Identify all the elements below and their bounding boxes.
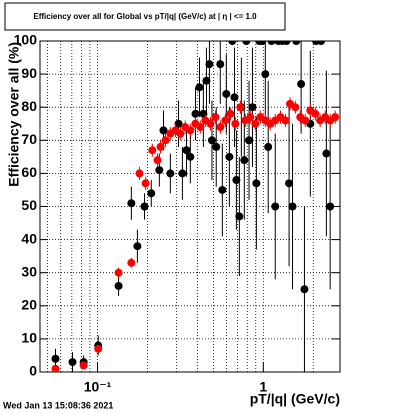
data-point xyxy=(230,93,239,102)
data-point xyxy=(135,169,144,178)
data-point xyxy=(174,119,183,128)
data-point xyxy=(216,60,225,69)
data-point xyxy=(140,202,149,211)
data-point xyxy=(148,146,157,155)
data-point xyxy=(206,119,215,128)
chart-title: Efficiency over all for Global vs pT/|q|… xyxy=(33,12,257,21)
data-point xyxy=(147,189,156,198)
y-tick-label: 100 xyxy=(14,32,38,48)
data-point xyxy=(68,358,77,367)
data-point xyxy=(141,179,150,188)
data-point xyxy=(301,116,310,125)
data-point xyxy=(264,142,273,151)
data-point xyxy=(222,89,231,98)
title-box xyxy=(4,2,286,31)
y-tick-label: 90 xyxy=(21,65,37,81)
data-point xyxy=(196,123,205,132)
data-point xyxy=(127,199,136,208)
y-tick-label: 50 xyxy=(21,197,37,213)
data-point xyxy=(51,354,60,363)
data-point xyxy=(236,103,245,112)
data-point xyxy=(79,361,88,370)
data-point xyxy=(291,103,300,112)
data-point xyxy=(235,212,244,221)
data-point xyxy=(228,41,237,45)
y-tick-label: 70 xyxy=(21,131,37,147)
data-point xyxy=(281,116,290,125)
data-point xyxy=(153,156,162,165)
data-point xyxy=(207,136,216,145)
data-point xyxy=(114,281,123,290)
data-point xyxy=(216,123,225,132)
data-point xyxy=(51,364,60,372)
data-point xyxy=(248,103,257,112)
data-point xyxy=(205,60,214,69)
data-point xyxy=(240,156,249,165)
data-point xyxy=(326,202,335,211)
data-point xyxy=(261,70,270,79)
x-axis-title: pT/|q| (GeV/c) xyxy=(250,391,340,407)
data-layer xyxy=(51,41,340,372)
data-point xyxy=(212,142,221,151)
data-point xyxy=(288,202,297,211)
data-point xyxy=(218,185,227,194)
data-point xyxy=(225,152,234,161)
data-point xyxy=(300,285,309,294)
data-point xyxy=(191,109,200,118)
data-point xyxy=(252,179,261,188)
data-point xyxy=(331,113,340,122)
y-tick-label: 40 xyxy=(21,230,37,246)
data-point xyxy=(322,149,331,158)
data-point xyxy=(182,146,191,155)
y-tick-label: 60 xyxy=(21,164,37,180)
y-tick-label: 80 xyxy=(21,98,37,114)
y-tick-label: 10 xyxy=(21,330,37,346)
data-point xyxy=(226,109,235,118)
data-point xyxy=(271,202,280,211)
data-point xyxy=(317,41,326,45)
data-point xyxy=(211,113,220,122)
data-point xyxy=(258,41,267,45)
data-point xyxy=(232,176,241,185)
data-point xyxy=(94,344,103,353)
data-point xyxy=(156,142,165,151)
data-point xyxy=(155,166,164,175)
y-tick-label: 30 xyxy=(21,263,37,279)
data-point xyxy=(251,119,260,128)
data-point xyxy=(202,76,211,85)
data-point xyxy=(186,126,195,135)
y-tick-label: 20 xyxy=(21,297,37,313)
x-tick-label: 10⁻¹ xyxy=(84,379,112,395)
data-point xyxy=(267,41,276,45)
data-point xyxy=(127,258,136,267)
data-point xyxy=(311,109,320,118)
data-point xyxy=(178,169,187,178)
data-point xyxy=(242,41,251,45)
data-point xyxy=(195,83,204,92)
data-point xyxy=(282,41,291,45)
data-point xyxy=(159,126,168,135)
data-point xyxy=(285,179,294,188)
data-point xyxy=(114,268,123,277)
data-point xyxy=(245,136,254,145)
data-point xyxy=(166,169,175,178)
x-tick-label: 1 xyxy=(259,379,267,395)
y-tick-label: 0 xyxy=(29,363,37,379)
data-point xyxy=(246,113,255,122)
y-axis-title: Efficiency over all (%) xyxy=(6,42,22,187)
data-point xyxy=(176,129,185,138)
data-point xyxy=(186,152,195,161)
timestamp: Wed Jan 13 15:08:36 2021 xyxy=(3,400,113,410)
data-point xyxy=(297,80,306,89)
data-point xyxy=(133,242,142,251)
data-point xyxy=(292,41,301,45)
data-point xyxy=(221,116,230,125)
data-point xyxy=(161,136,170,145)
data-point xyxy=(231,119,240,128)
